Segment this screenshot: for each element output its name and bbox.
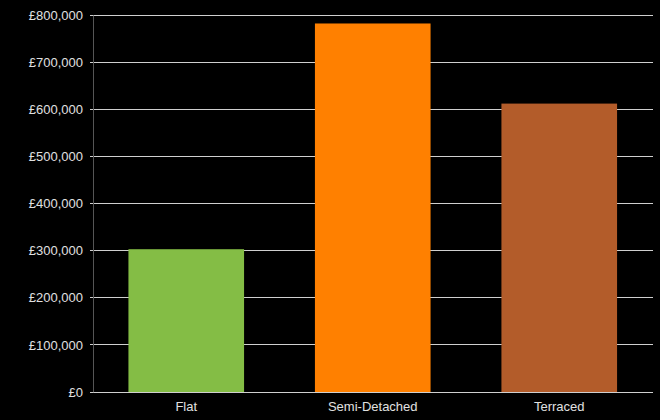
y-tick: £100,000 xyxy=(29,338,93,353)
bar xyxy=(501,104,617,392)
y-tick: £600,000 xyxy=(29,102,93,117)
y-tick-label: £500,000 xyxy=(29,149,83,164)
grid-line xyxy=(90,15,653,16)
x-axis: Flat Semi-Detached Terraced xyxy=(94,392,654,414)
y-tick: £0 xyxy=(69,385,93,400)
x-tick: Semi-Detached xyxy=(328,392,418,414)
y-tick: £500,000 xyxy=(29,149,93,164)
y-tick-label: £700,000 xyxy=(29,55,83,70)
y-tick-label: £200,000 xyxy=(29,290,83,305)
y-tick-label: £0 xyxy=(69,385,83,400)
background xyxy=(0,0,660,420)
y-tick: £400,000 xyxy=(29,196,93,211)
bar xyxy=(315,23,431,392)
y-tick-label: £300,000 xyxy=(29,243,83,258)
y-tick-label: £600,000 xyxy=(29,102,83,117)
y-tick-label: £100,000 xyxy=(29,338,83,353)
bar xyxy=(128,249,244,392)
y-tick: £200,000 xyxy=(29,290,93,305)
y-tick: £700,000 xyxy=(29,55,93,70)
x-axis-line xyxy=(94,392,654,393)
x-tick-label: Terraced xyxy=(534,399,585,414)
bars xyxy=(128,23,617,392)
x-tick-label: Flat xyxy=(175,399,197,414)
y-axis-line xyxy=(93,16,94,393)
y-tick: £300,000 xyxy=(29,243,93,258)
y-tick-label: £800,000 xyxy=(29,8,83,23)
x-tick: Flat xyxy=(175,392,197,414)
chart: £0 £100,000 £200,000 £300,000 £400,000 £500,0… xyxy=(0,0,660,420)
grid xyxy=(90,15,653,392)
y-tick: £800,000 xyxy=(29,8,93,23)
x-tick: Terraced xyxy=(534,392,585,414)
y-axis: £0 £100,000 £200,000 £300,000 £400,000 £500,0… xyxy=(29,8,94,400)
x-tick-label: Semi-Detached xyxy=(328,399,418,414)
y-tick-label: £400,000 xyxy=(29,196,83,211)
